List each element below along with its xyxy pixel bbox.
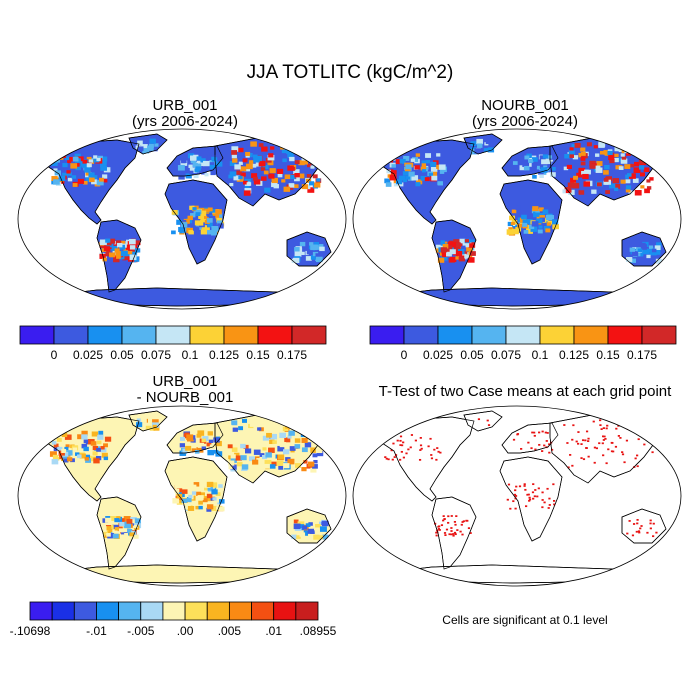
significance-note: Cells are significant at 0.1 level: [442, 613, 608, 627]
colorbar-tick-label: .08955: [300, 624, 337, 638]
colorbar-box: [471, 325, 507, 345]
colorbar-box: [257, 325, 293, 345]
panel-diff-title-line2: - NOURB_001: [136, 389, 234, 406]
colorbar-box: [573, 325, 609, 345]
colorbar-urb: 0 0.025 0.05 0.075 0.1 0.125 0.15 0.175: [19, 325, 327, 362]
map-cells: [49, 416, 329, 540]
colorbar-box: [140, 601, 164, 621]
colorbar-nourb: 0 0.025 0.05 0.075 0.1 0.125 0.15 0.175: [369, 325, 677, 362]
colorbar-box: [437, 325, 473, 345]
colorbar-box: [273, 601, 297, 621]
colorbar-box: [96, 601, 120, 621]
panel-urb-title-line1: URB_001: [152, 97, 218, 114]
panel-nourb-title-line2: (yrs 2006-2024): [472, 113, 578, 130]
colorbar-tick-label: 0.15: [596, 348, 620, 362]
main-title: JJA TOTLITC (kgC/m^2): [246, 62, 454, 83]
colorbar-tick-label: 0.025: [73, 348, 103, 362]
colorbar-tick-label: 0: [51, 348, 58, 362]
map-diff: [17, 405, 347, 587]
map-frame: [17, 405, 347, 587]
colorbar-tick-label: 0.1: [182, 348, 199, 362]
colorbar-diff: -.10698 -.01 -.005 .00 .005 .01 .08955: [10, 601, 337, 638]
colorbar-box: [206, 601, 230, 621]
colorbar-tick-label: .01: [265, 624, 282, 638]
panel-diff-title: URB_001 - NOURB_001: [30, 374, 340, 406]
map-frame: [352, 405, 682, 587]
panel-ttest-title-line1: T-Test of two Case means at each grid po…: [378, 383, 672, 400]
colorbar-box: [118, 601, 142, 621]
colorbar-box: [87, 325, 123, 345]
colorbar-tick-label: 0.125: [209, 348, 239, 362]
colorbar-tick-label: 0.175: [627, 348, 657, 362]
colorbar-tick-label: 0.125: [559, 348, 589, 362]
colorbar-tick-label: 0.05: [460, 348, 484, 362]
colorbar-box: [291, 325, 327, 345]
map-ttest: [352, 405, 682, 587]
map-nourb: [352, 128, 682, 310]
colorbar-tick-label: -.10698: [10, 624, 51, 638]
colorbar-box: [184, 601, 208, 621]
map-frame: [352, 128, 682, 310]
panel-ttest-title: T-Test of two Case means at each grid po…: [345, 384, 700, 400]
panel-nourb-title-line1: NOURB_001: [481, 97, 569, 114]
colorbar-box: [51, 601, 75, 621]
colorbar-box: [369, 325, 405, 345]
colorbar-tick-label: .005: [218, 624, 242, 638]
map-urb: [17, 128, 347, 310]
colorbar-box: [228, 601, 252, 621]
colorbar-tick-label: -.01: [86, 624, 107, 638]
panel-nourb-title: NOURB_001 (yrs 2006-2024): [370, 98, 680, 130]
colorbar-box: [29, 601, 53, 621]
panel-diff-title-line1: URB_001: [152, 373, 218, 390]
colorbar-box: [19, 325, 55, 345]
colorbar-box: [641, 325, 677, 345]
colorbar-tick-label: -.005: [127, 624, 155, 638]
colorbar-tick-label: 0.075: [491, 348, 521, 362]
colorbar-tick-label: .00: [177, 624, 194, 638]
colorbar-box: [403, 325, 439, 345]
map-cells: [384, 138, 663, 264]
colorbar-tick-label: 0.075: [141, 348, 171, 362]
colorbar-tick-label: 0.05: [110, 348, 134, 362]
colorbar-box: [223, 325, 259, 345]
colorbar-box: [251, 601, 275, 621]
colorbar-box: [539, 325, 575, 345]
map-frame: [17, 128, 347, 310]
colorbar-box: [607, 325, 643, 345]
colorbar-tick-label: 0: [401, 348, 408, 362]
map-cells: [51, 138, 325, 264]
colorbar-box: [505, 325, 541, 345]
colorbar-tick-label: 0.175: [277, 348, 307, 362]
colorbar-tick-label: 0.025: [423, 348, 453, 362]
colorbar-box: [53, 325, 89, 345]
colorbar-box: [73, 601, 97, 621]
colorbar-box: [295, 601, 319, 621]
panel-urb-title-line2: (yrs 2006-2024): [132, 113, 238, 130]
panel-urb-title: URB_001 (yrs 2006-2024): [30, 98, 340, 130]
colorbar-tick-label: 0.1: [532, 348, 549, 362]
colorbar-box: [189, 325, 225, 345]
colorbar-tick-label: 0.15: [246, 348, 270, 362]
colorbar-box: [162, 601, 186, 621]
colorbar-box: [121, 325, 157, 345]
colorbar-box: [155, 325, 191, 345]
